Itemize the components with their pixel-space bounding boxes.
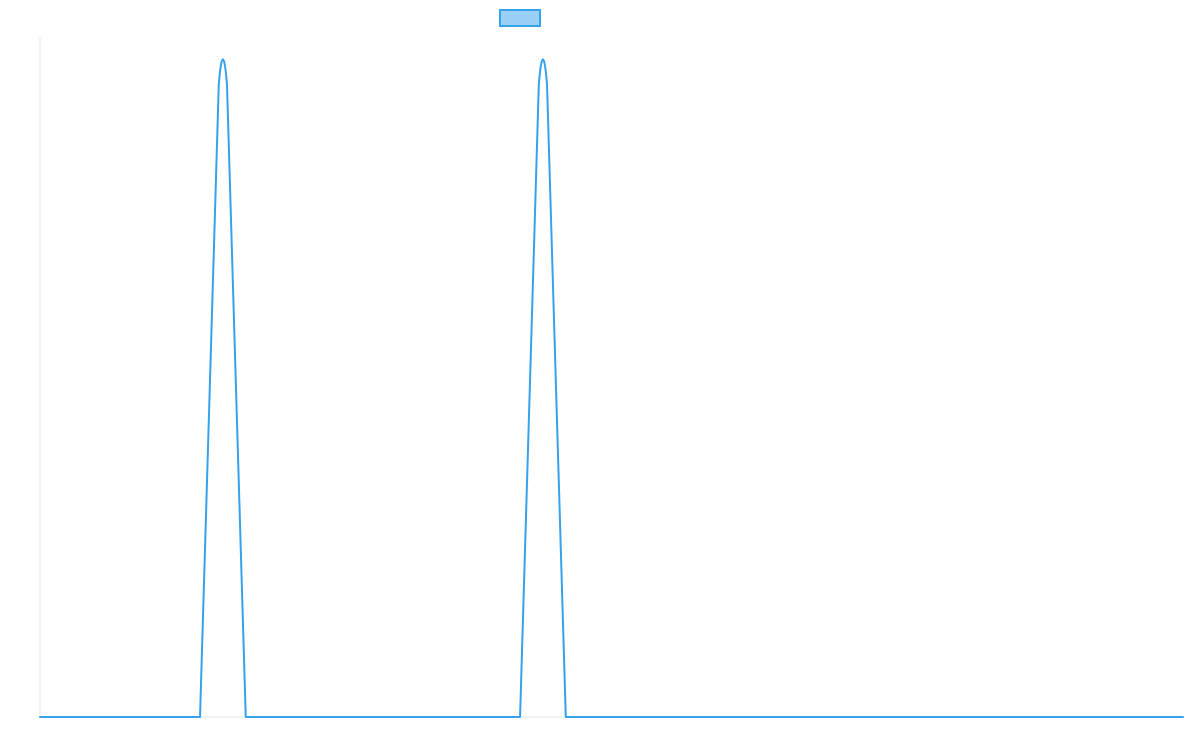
series-layer [39,58,1184,718]
legend-swatch[interactable] [499,9,541,27]
legend[interactable] [499,9,541,27]
series-line-0 [39,58,1184,718]
axes [39,37,1183,718]
